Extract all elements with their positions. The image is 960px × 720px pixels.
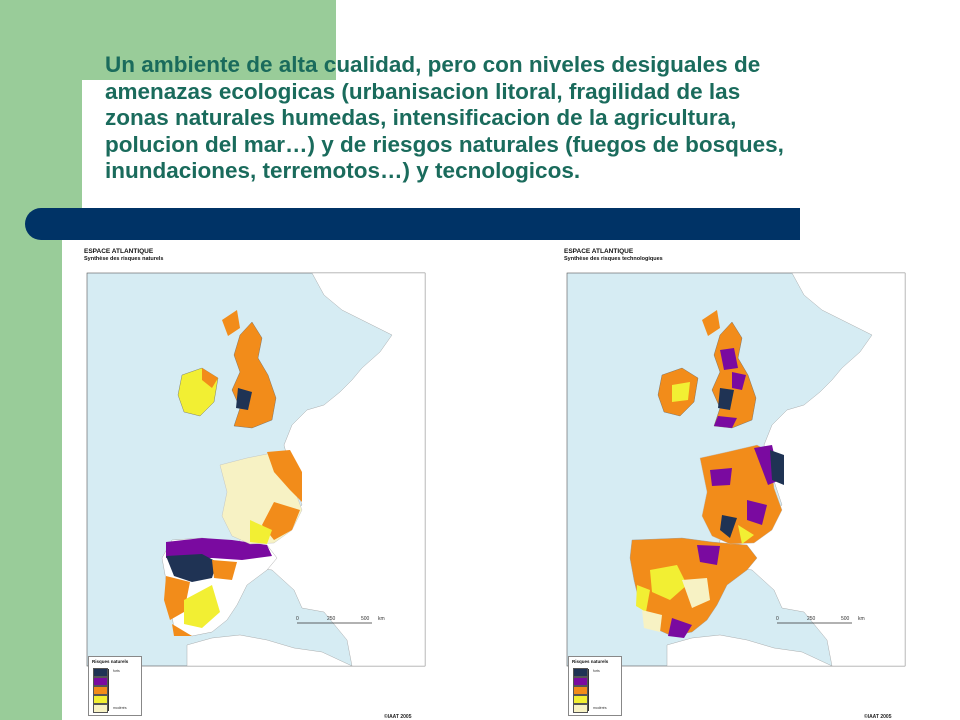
map-legend: Risques naturels forts modérés [88,656,142,716]
legend-arrow [108,669,109,711]
map-title: ESPACE ATLANTIQUE [84,248,154,255]
legend-title: Risques naturels [572,659,609,664]
legend-high-label: forts [593,669,600,673]
legend-swatch [573,677,588,686]
scale-tick: 0 [296,616,299,622]
legend-swatch [573,668,588,677]
scale-tick: km [378,616,385,622]
scale-tick: 500 [841,616,850,622]
scale-tick: 250 [327,616,336,622]
slide-title: Un ambiente de alta cualidad, pero con n… [105,52,935,185]
map-tech-svg: 0 250 500 km [566,272,906,667]
scale-tick: km [858,616,865,622]
legend-swatch [573,704,588,713]
legend-high-label: forts [113,669,120,673]
green-top-block [82,0,336,80]
map-credit: ©IAAT 2005 [864,714,892,720]
scale-tick: 250 [807,616,816,622]
title-line: zonas naturales humedas, intensificacion… [105,105,737,130]
map-title: ESPACE ATLANTIQUE [564,248,634,255]
legend-swatch [93,686,108,695]
map-natural-svg: 0 250 500 km [86,272,426,667]
title-line: Un ambiente de alta cualidad, pero con n… [105,52,761,77]
map-subtitle: Synthèse des risques technologiques [564,256,663,262]
legend-low-label: modérés [593,706,607,710]
map-legend: Risques naturels forts modérés [568,656,622,716]
map-natural-risks: ESPACE ATLANTIQUE Synthèse des risques n… [62,240,432,720]
legend-swatch [93,677,108,686]
legend-low-label: modérés [113,706,127,710]
map-technological-risks: ESPACE ATLANTIQUE Synthèse des risques t… [542,240,912,720]
scale-tick: 0 [776,616,779,622]
map-credit: ©IAAT 2005 [384,714,412,720]
legend-arrow [588,669,589,711]
legend-swatch [93,695,108,704]
divider-bar [25,208,800,240]
legend-swatch [93,668,108,677]
title-line: amenazas ecologicas (urbanisacion litora… [105,78,741,104]
scale-tick: 500 [361,616,370,622]
legend-swatch [93,704,108,713]
map-subtitle: Synthèse des risques naturels [84,256,164,262]
title-line: polucion del mar…) y de riesgos naturale… [105,131,784,157]
legend-swatch [573,686,588,695]
legend-title: Risques naturels [92,659,129,664]
legend-swatch [573,695,588,704]
title-line: inundaciones, terremotos…) y tecnologico… [105,158,581,183]
